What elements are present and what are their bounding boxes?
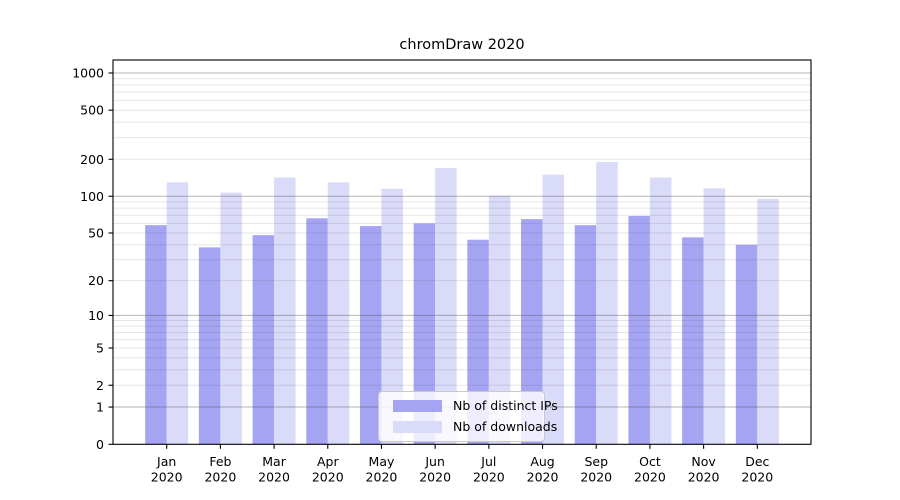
legend-swatch-distinct-ips <box>393 399 442 412</box>
bar-downloads-feb <box>220 192 242 445</box>
bar-distinct-ips-may <box>359 226 382 445</box>
x-tick-label-apr: Apr 2020 <box>312 454 344 485</box>
bar-downloads-jun <box>435 167 457 445</box>
bar-downloads-jul <box>488 195 511 445</box>
bar-distinct-ips-dec <box>735 244 758 445</box>
bar-downloads-may <box>381 188 403 445</box>
bar-distinct-ips-feb <box>198 247 221 445</box>
x-tick-label-aug: Aug 2020 <box>527 454 559 485</box>
y-tick-label: 10 <box>88 308 104 323</box>
legend-label-distinct-ips: Nb of distinct IPs <box>453 398 558 413</box>
y-tick-label: 20 <box>88 273 104 288</box>
y-tick-label: 5 <box>96 341 104 356</box>
bar-distinct-ips-apr <box>306 218 328 445</box>
bar-downloads-aug <box>542 174 565 445</box>
bar-downloads-nov <box>703 188 726 445</box>
bar-distinct-ips-mar <box>252 235 275 445</box>
bar-downloads-dec <box>757 198 779 445</box>
axes-box <box>112 59 812 445</box>
bar-downloads-mar <box>274 177 296 445</box>
bar-downloads-jan <box>166 182 189 445</box>
y-tick-label: 0 <box>96 437 104 452</box>
bar-distinct-ips-jan <box>145 225 167 445</box>
legend-item-distinct-ips: Nb of distinct IPs <box>393 398 558 413</box>
legend-item-downloads: Nb of downloads <box>393 419 557 434</box>
legend: Nb of distinct IPs Nb of downloads <box>378 391 558 442</box>
bar-downloads-apr <box>327 182 350 445</box>
bar-downloads-sep <box>596 162 618 445</box>
x-tick-label-mar: Mar 2020 <box>258 454 290 485</box>
legend-label-downloads: Nb of downloads <box>453 419 558 434</box>
y-tick-label: 50 <box>88 225 104 240</box>
y-tick-label: 2 <box>96 378 104 393</box>
chart-title: chromDraw 2020 <box>399 37 525 53</box>
y-tick-label: 1 <box>96 400 104 415</box>
x-tick-label-jul: Jul 2020 <box>473 454 505 485</box>
x-tick-label-feb: Feb 2020 <box>204 454 236 485</box>
x-tick-label-jan: Jan 2020 <box>151 454 183 485</box>
bar-distinct-ips-aug <box>521 219 543 445</box>
x-tick-label-sep: Sep 2020 <box>580 454 612 485</box>
y-tick-label: 500 <box>80 103 104 118</box>
x-tick-label-may: May 2020 <box>366 454 398 485</box>
x-tick-label-oct: Oct 2020 <box>634 454 666 485</box>
bar-distinct-ips-jun <box>413 223 436 445</box>
x-tick-label-nov: Nov 2020 <box>688 454 720 485</box>
bar-downloads-oct <box>649 177 672 445</box>
y-tick-label: 100 <box>80 189 104 204</box>
x-tick-label-dec: Dec 2020 <box>741 454 773 485</box>
y-tick-label: 1000 <box>72 66 104 81</box>
y-tick-label: 200 <box>80 152 104 167</box>
bar-distinct-ips-sep <box>574 225 597 445</box>
bar-distinct-ips-oct <box>628 215 650 445</box>
legend-swatch-downloads <box>393 420 442 433</box>
x-tick-label-jun: Jun 2020 <box>419 454 451 485</box>
bar-distinct-ips-nov <box>682 237 704 445</box>
